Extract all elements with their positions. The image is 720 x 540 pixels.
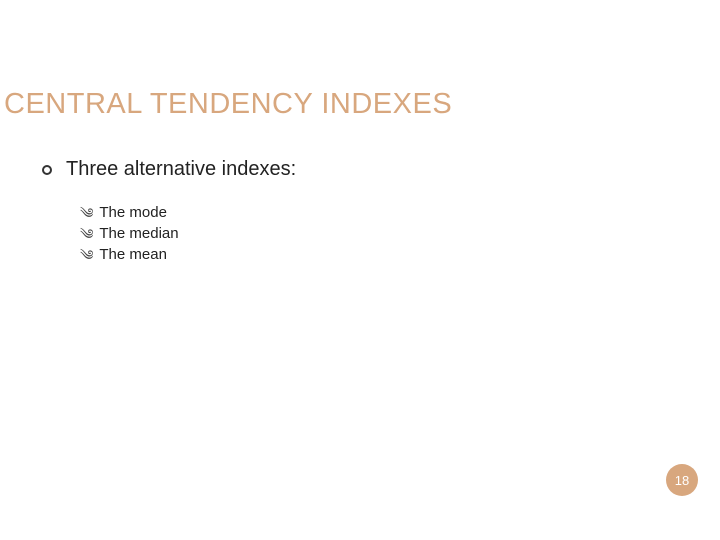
swirl-bullet-icon: ༄	[80, 206, 93, 220]
sub-bullet-text: The median	[99, 225, 178, 242]
swirl-bullet-icon: ༄	[80, 248, 93, 262]
sub-bullet-text: The mode	[99, 204, 167, 221]
swirl-bullet-icon: ༄	[80, 227, 93, 241]
list-item: ༄ The median	[80, 225, 179, 242]
list-item: ༄ The mean	[80, 246, 179, 263]
page-number-badge: 18	[666, 464, 698, 496]
main-bullet: Three alternative indexes:	[42, 158, 296, 181]
slide-title: CENTRAL TENDENCY INDEXES	[4, 88, 452, 121]
sub-bullet-text: The mean	[99, 246, 167, 263]
main-bullet-text: Three alternative indexes:	[66, 158, 296, 181]
slide: CENTRAL TENDENCY INDEXES Three alternati…	[0, 0, 720, 540]
page-number: 18	[675, 473, 689, 488]
ring-bullet-icon	[42, 165, 52, 175]
bullet-row: Three alternative indexes:	[42, 158, 296, 181]
sub-bullet-list: ༄ The mode ༄ The median ༄ The mean	[80, 204, 179, 267]
list-item: ༄ The mode	[80, 204, 179, 221]
